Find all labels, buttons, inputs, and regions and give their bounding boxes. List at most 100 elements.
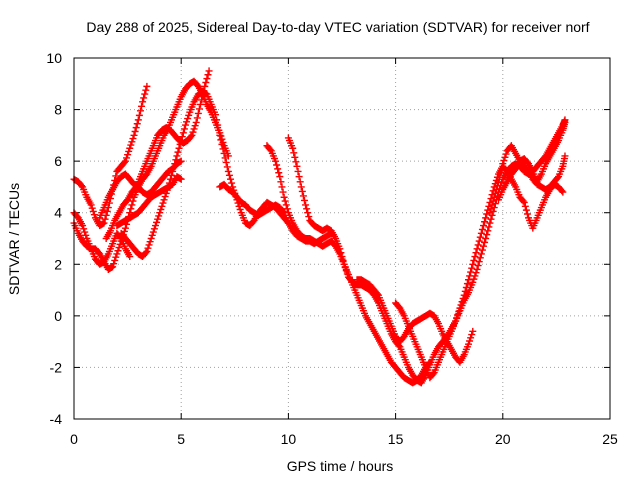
- data-point: [500, 156, 508, 164]
- data-point: [154, 215, 162, 223]
- data-point: [559, 188, 567, 196]
- data-point: [103, 207, 111, 215]
- data-point: [478, 225, 486, 233]
- data-point: [114, 247, 122, 255]
- data-point: [497, 169, 505, 177]
- data-point: [290, 149, 298, 157]
- data-point: [461, 287, 469, 295]
- data-point: [129, 135, 137, 143]
- data-point: [193, 114, 201, 122]
- data-point: [483, 210, 491, 218]
- data-point: [235, 202, 243, 210]
- data-point: [169, 167, 177, 175]
- data-point: [138, 102, 146, 110]
- data-point: [172, 156, 180, 164]
- data-point: [456, 304, 464, 312]
- data-point: [132, 124, 140, 132]
- data-point: [291, 153, 299, 161]
- data-point: [473, 245, 481, 253]
- data-point: [460, 291, 468, 299]
- data-point: [204, 71, 212, 79]
- data-point: [185, 111, 193, 119]
- data-point: [453, 314, 461, 322]
- data-point: [274, 165, 282, 173]
- data-point: [221, 154, 229, 162]
- data-point: [143, 82, 151, 90]
- data-point: [455, 307, 463, 315]
- data-point: [458, 298, 466, 306]
- data-point: [135, 111, 143, 119]
- data-point: [136, 107, 144, 115]
- data-point: [168, 171, 176, 179]
- data-point: [482, 214, 490, 222]
- data-point: [478, 246, 486, 254]
- data-point: [472, 249, 480, 257]
- data-point: [336, 245, 344, 253]
- data-point: [373, 290, 381, 298]
- data-point: [129, 197, 137, 205]
- data-point: [486, 219, 494, 227]
- data-point: [125, 147, 133, 155]
- data-point: [278, 183, 286, 191]
- data-point: [553, 174, 561, 182]
- y-tick-label: -2: [50, 359, 63, 375]
- data-point: [561, 118, 569, 126]
- data-point: [81, 228, 89, 236]
- data-point: [520, 198, 528, 206]
- series-track-14: [495, 118, 569, 204]
- data-point: [339, 256, 347, 264]
- data-points: [70, 67, 569, 387]
- y-tick-label: 8: [54, 102, 62, 118]
- data-point: [140, 94, 148, 102]
- data-point: [203, 75, 211, 83]
- data-point: [170, 164, 178, 172]
- data-point: [157, 205, 165, 213]
- data-point: [155, 212, 163, 220]
- data-point: [87, 201, 95, 209]
- data-point: [131, 127, 139, 135]
- data-point: [163, 186, 171, 194]
- x-tick-label: 15: [388, 431, 404, 447]
- data-point: [213, 116, 221, 124]
- data-point: [282, 201, 290, 209]
- data-point: [149, 228, 157, 236]
- data-point: [341, 264, 349, 272]
- data-point: [183, 118, 191, 126]
- data-point: [487, 205, 495, 213]
- data-point: [473, 265, 481, 273]
- data-point: [483, 231, 491, 239]
- data-point: [480, 222, 488, 230]
- data-point: [144, 244, 152, 252]
- data-point: [296, 178, 304, 186]
- data-point: [477, 250, 485, 258]
- data-point: [305, 213, 313, 221]
- data-point: [485, 223, 493, 231]
- data-point: [141, 90, 149, 98]
- data-point: [121, 157, 129, 165]
- data-point: [123, 154, 131, 162]
- data-point: [147, 235, 155, 242]
- data-point: [80, 225, 88, 233]
- data-point: [468, 264, 476, 272]
- data-point: [467, 268, 475, 276]
- data-point: [276, 173, 284, 181]
- data-point: [464, 276, 472, 284]
- data-point: [153, 218, 161, 226]
- data-point: [174, 148, 182, 156]
- data-point: [279, 188, 287, 196]
- data-point: [493, 182, 501, 190]
- data-point: [469, 260, 477, 268]
- chart-title: Day 288 of 2025, Sidereal Day-to-day VTE…: [86, 19, 589, 35]
- data-point: [90, 211, 98, 219]
- data-point: [205, 67, 213, 75]
- data-point: [474, 262, 482, 270]
- data-point: [124, 151, 132, 159]
- data-point: [304, 209, 312, 217]
- data-point: [502, 150, 510, 158]
- data-point: [486, 209, 494, 217]
- data-point: [488, 201, 496, 209]
- data-point: [484, 227, 492, 235]
- data-point: [139, 98, 147, 106]
- data-point: [452, 317, 460, 325]
- data-point: [214, 121, 222, 129]
